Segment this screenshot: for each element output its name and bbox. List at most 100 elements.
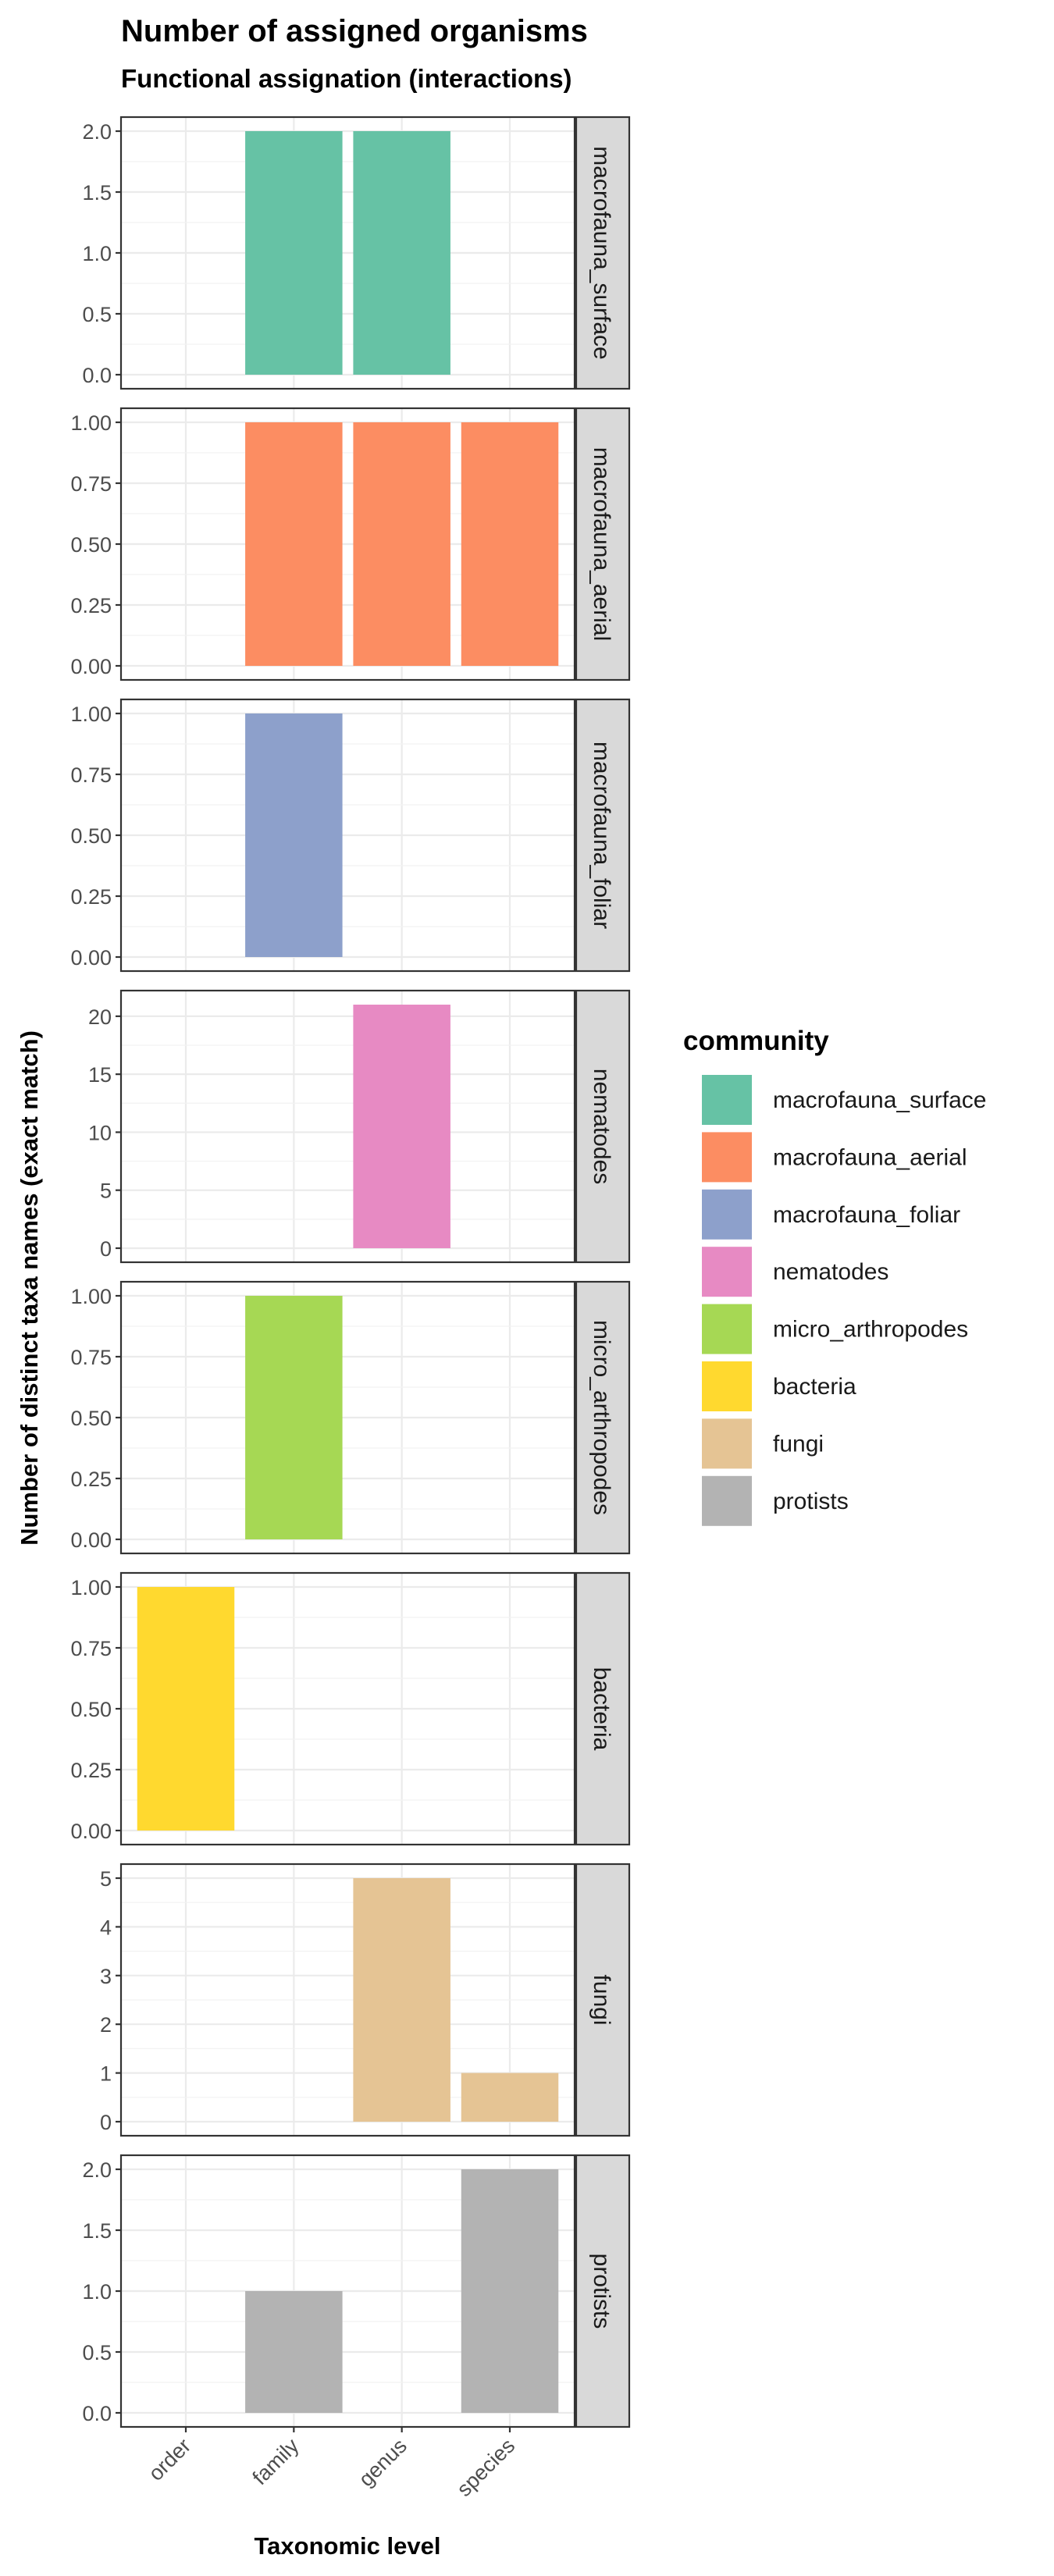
legend-title: community — [683, 1026, 829, 1056]
legend-key-fungi — [700, 1417, 753, 1471]
bar-macrofauna_foliar-family — [245, 713, 343, 957]
x-tick-label: family — [248, 2434, 304, 2489]
y-tick-label: 0.0 — [82, 364, 112, 387]
y-tick-label: 0.50 — [70, 533, 112, 557]
legend-key-nematodes — [700, 1245, 753, 1299]
bar-fungi-genus — [353, 1878, 450, 2122]
facet-strip — [575, 1571, 631, 1846]
facet-strip-label: bacteria — [589, 1667, 614, 1751]
legend-key-macrofauna_foliar — [700, 1187, 753, 1241]
panel-background — [121, 991, 575, 1262]
y-tick-label: 0.75 — [70, 472, 112, 496]
panel-bacteria: 0.00 0.25 0.50 0.75 1.00 bacteria — [70, 1571, 631, 1846]
y-tick-label: 20 — [88, 1005, 112, 1029]
y-tick-label: 5 — [100, 1179, 112, 1203]
facet-strip — [575, 1280, 631, 1555]
facet-strip — [575, 1863, 631, 2137]
y-tick-label: 2.0 — [82, 120, 112, 144]
y-tick-label: 0.50 — [70, 1698, 112, 1721]
panel-macrofauna_surface: 0.0 0.5 1.0 1.5 2.0 macrofauna_surface — [82, 116, 631, 390]
panel-macrofauna_aerial: 0.00 0.25 0.50 0.75 1.00 macrofauna_aerial — [70, 407, 631, 681]
legend-label: protists — [773, 1489, 849, 1514]
bar-protists-family — [245, 2291, 343, 2413]
y-tick-label: 0.75 — [70, 1346, 112, 1369]
facet-strip — [575, 989, 631, 1264]
y-tick-label: 0.25 — [70, 1468, 112, 1491]
facet-strip — [575, 116, 631, 390]
panel-nematodes: 0 5 10 15 20 nematodes — [88, 989, 631, 1264]
facet-strip-label: macrofauna_foliar — [589, 742, 614, 929]
y-tick-label: 0.25 — [70, 1759, 112, 1782]
facet-strip-label: nematodes — [589, 1069, 614, 1184]
bar-protists-species — [461, 2169, 559, 2413]
legend-label: nematodes — [773, 1259, 888, 1285]
panel-border — [119, 1863, 576, 2137]
bar-macrofauna_aerial-family — [245, 422, 343, 666]
bar-micro_arthropodes-family — [245, 1296, 343, 1539]
y-tick-label: 15 — [88, 1063, 112, 1087]
y-tick-label: 0.0 — [82, 2402, 112, 2425]
y-tick-label: 0.00 — [70, 1820, 112, 1843]
y-tick-label: 0 — [100, 1237, 112, 1261]
panel-border — [119, 989, 576, 1264]
y-axis-title: Number of distinct taxa names (exact mat… — [16, 1030, 43, 1546]
bar-macrofauna_aerial-species — [461, 422, 559, 666]
facet-strip-label: protists — [589, 2254, 614, 2329]
y-tick-label: 0.00 — [70, 1528, 112, 1552]
facet-strip-label: micro_arthropodes — [589, 1320, 614, 1515]
y-tick-label: 1.00 — [70, 411, 112, 435]
legend-key-bacteria — [700, 1360, 753, 1413]
legend-label: macrofauna_foliar — [773, 1202, 960, 1228]
y-tick-label: 1.00 — [70, 1285, 112, 1308]
panel-macrofauna_foliar: 0.00 0.25 0.50 0.75 1.00 macrofauna_foliar — [70, 698, 631, 973]
facet-strip — [575, 407, 631, 681]
legend-label: bacteria — [773, 1374, 856, 1400]
y-tick-label: 0.00 — [70, 946, 112, 970]
chart-subtitle: Functional assignation (interactions) — [121, 64, 572, 93]
y-tick-label: 2 — [100, 2013, 112, 2037]
y-tick-label: 0.50 — [70, 824, 112, 848]
y-tick-label: 0.75 — [70, 763, 112, 787]
y-tick-label: 0.25 — [70, 594, 112, 617]
y-tick-label: 5 — [100, 1867, 112, 1891]
legend-label: fungi — [773, 1431, 824, 1457]
y-tick-label: 0.75 — [70, 1637, 112, 1660]
facet-strip — [575, 2154, 631, 2428]
y-tick-label: 1.0 — [82, 242, 112, 265]
legend-key-macrofauna_surface — [700, 1073, 753, 1126]
y-tick-label: 4 — [100, 1916, 112, 1939]
bar-macrofauna_surface-genus — [353, 131, 450, 375]
legend-label: macrofauna_aerial — [773, 1144, 967, 1170]
y-tick-label: 1 — [100, 2062, 112, 2086]
legend-label: micro_arthropodes — [773, 1317, 968, 1343]
legend-key-macrofauna_aerial — [700, 1130, 753, 1184]
bar-macrofauna_surface-family — [245, 131, 343, 375]
panel-protists: 0.0 0.5 1.0 1.5 2.0 protists order family genus s… — [82, 2154, 631, 2501]
facet-strip-label: fungi — [589, 1974, 614, 2025]
legend-key-protists — [700, 1474, 753, 1528]
y-tick-label: 1.0 — [82, 2280, 112, 2304]
bar-fungi-species — [461, 2073, 559, 2122]
legend-label: macrofauna_surface — [773, 1087, 987, 1113]
y-tick-label: 1.5 — [82, 2219, 112, 2243]
x-axis-title: Taxonomic level — [255, 2532, 441, 2560]
y-tick-label: 1.00 — [70, 703, 112, 726]
y-tick-label: 0.5 — [82, 2341, 112, 2364]
facet-panels: 0.00.51.01.52.0macrofauna_surface0.000.2… — [70, 116, 631, 2501]
x-tick-label: genus — [354, 2434, 411, 2491]
y-tick-label: 1.00 — [70, 1576, 112, 1599]
bar-macrofauna_aerial-genus — [353, 422, 450, 666]
x-tick-label: order — [144, 2434, 195, 2485]
y-tick-label: 3 — [100, 1965, 112, 1988]
y-tick-label: 0.5 — [82, 303, 112, 326]
chart-title: Number of assigned organisms — [121, 14, 588, 48]
panel-micro_arthropodes: 0.00 0.25 0.50 0.75 1.00 micro_arthropodes — [70, 1280, 631, 1555]
facet-strip — [575, 698, 631, 973]
y-tick-label: 10 — [88, 1121, 112, 1144]
legend-key-micro_arthropodes — [700, 1302, 753, 1356]
y-tick-label: 0.50 — [70, 1407, 112, 1430]
facet-strip-label: macrofauna_surface — [589, 146, 614, 360]
legend: community macrofauna_surface macrofauna_a… — [683, 1026, 987, 1528]
facet-strip-label: macrofauna_aerial — [589, 447, 614, 641]
